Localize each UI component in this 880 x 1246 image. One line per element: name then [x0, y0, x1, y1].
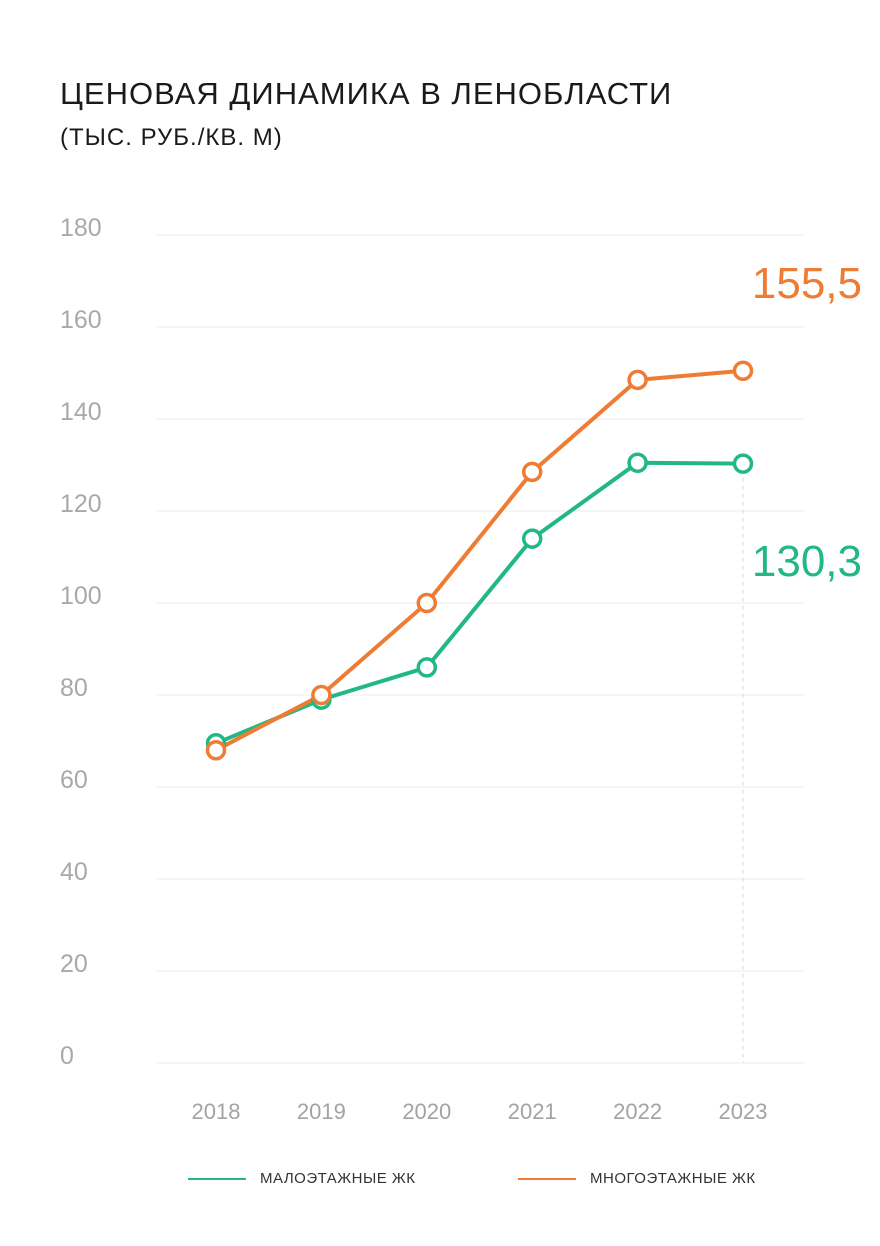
x-tick-label: 2021: [508, 1099, 557, 1124]
x-tick-label: 2023: [719, 1099, 768, 1124]
end-label-high-rise: 155,5: [752, 259, 862, 308]
end-label-low-rise: 130,3: [752, 537, 862, 586]
data-point-high-rise: [521, 461, 543, 483]
y-tick-label: 180: [60, 214, 102, 242]
data-point-low-rise: [627, 452, 648, 473]
x-tick-label: 2020: [402, 1099, 451, 1124]
y-tick-label: 160: [60, 306, 102, 334]
data-point-high-rise: [732, 360, 754, 381]
chart-title: ЦЕНОВАЯ ДИНАМИКА В ЛЕНОБЛАСТИ: [60, 76, 673, 111]
data-point-high-rise: [627, 369, 648, 391]
line-chart: 0 20 40 60 80 100 120 140 160 180 2018 2019 2020 2021…: [60, 214, 862, 1124]
y-tick-label: 140: [60, 398, 102, 426]
legend: МАЛОЭТАЖНЫЕ ЖК МНОГОЭТАЖНЫЕ ЖК: [0, 1170, 880, 1194]
data-point-low-rise: [416, 657, 438, 678]
y-tick-label: 60: [60, 766, 88, 794]
legend-label-low-rise: МАЛОЭТАЖНЫЕ ЖК: [260, 1170, 416, 1187]
y-tick-label: 0: [60, 1042, 74, 1070]
data-point-high-rise: [311, 684, 332, 706]
y-tick-label: 80: [60, 674, 88, 702]
legend-swatch-low-rise: [188, 1177, 246, 1180]
x-tick-label: 2019: [297, 1099, 346, 1124]
legend-label-high-rise: МНОГОЭТАЖНЫЕ ЖК: [590, 1170, 756, 1187]
y-tick-label: 120: [60, 490, 102, 518]
data-point-high-rise: [416, 592, 438, 614]
data-point-low-rise: [732, 453, 754, 474]
legend-item-low-rise: МАЛОЭТАЖНЫЕ ЖК: [188, 1170, 416, 1187]
legend-item-high-rise: МНОГОЭТАЖНЫЕ ЖК: [518, 1170, 756, 1187]
x-tick-label: 2022: [613, 1099, 662, 1124]
series-line-high-rise: [214, 368, 745, 753]
y-tick-label: 40: [60, 858, 88, 886]
legend-swatch-high-rise: [518, 1177, 576, 1180]
data-point-low-rise: [521, 528, 543, 549]
data-point-high-rise: [205, 739, 227, 761]
x-tick-label: 2018: [192, 1099, 241, 1124]
y-tick-label: 20: [60, 950, 88, 978]
series-line-low-rise: [214, 460, 745, 746]
chart-subtitle: (ТЫС. РУБ./КВ. М): [60, 124, 283, 151]
y-tick-label: 100: [60, 582, 102, 610]
